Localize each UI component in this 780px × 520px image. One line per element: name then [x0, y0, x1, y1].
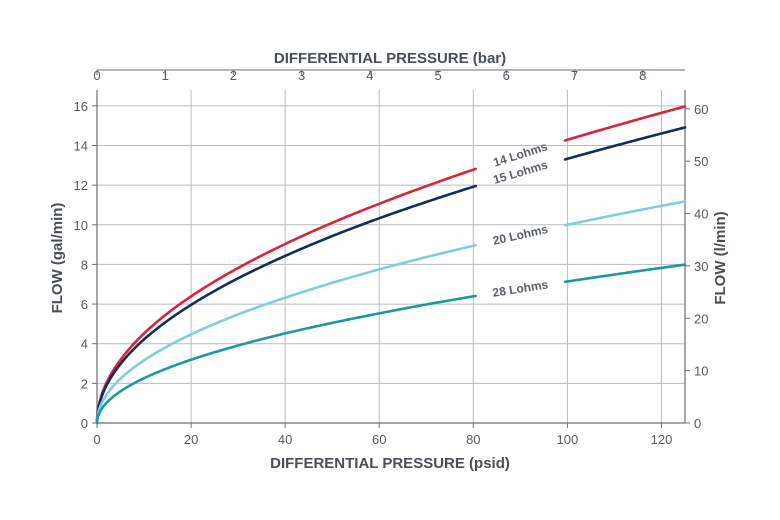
y2-tick-label: 50 [694, 154, 708, 169]
series-line-15-lohms [563, 126, 687, 161]
x2-tick-label: 5 [434, 68, 441, 83]
x2-tick-label: 6 [503, 68, 510, 83]
y-tick-label: 10 [74, 218, 88, 233]
x-tick-label: 80 [466, 432, 480, 447]
x-tick-label: 20 [184, 432, 198, 447]
grid [97, 90, 685, 423]
series-line-28-lohms [95, 294, 477, 425]
y-tick-label: 0 [81, 416, 88, 431]
x2-tick-label: 8 [639, 68, 646, 83]
x2-axis-title: DIFFERENTIAL PRESSURE (bar) [274, 50, 506, 67]
y-axis-left: 0 2 4 6 8 10 12 14 16 [74, 99, 97, 431]
series-line-20-lohms [95, 243, 477, 425]
y2-tick-label: 10 [694, 364, 708, 379]
y2-tick-label: 40 [694, 207, 708, 222]
series-line-28-lohms [563, 263, 687, 284]
x-tick-label: 0 [93, 432, 100, 447]
y2-tick-label: 60 [694, 102, 708, 117]
series-line-15-lohms [95, 184, 477, 425]
plot-frame [96, 69, 686, 424]
y-tick-label: 16 [74, 99, 88, 114]
x2-tick-label: 3 [298, 68, 305, 83]
y2-tick-label: 20 [694, 311, 708, 326]
y-tick-label: 4 [81, 337, 88, 352]
series-line-20-lohms [563, 200, 687, 227]
y-tick-label: 8 [81, 257, 88, 272]
y2-tick-label: 30 [694, 259, 708, 274]
x-axis-bottom: 0 20 40 60 80 100 120 [93, 423, 672, 447]
series-label-20-lohms: 20 Lohms [492, 222, 550, 248]
x-tick-label: 40 [278, 432, 292, 447]
y-tick-label: 2 [81, 376, 88, 391]
series-line-14-lohms [563, 105, 687, 142]
series-line-14-lohms [95, 167, 477, 425]
y-tick-label: 14 [74, 139, 88, 154]
x-tick-label: 60 [372, 432, 386, 447]
series-label-28-lohms: 28 Lohms [492, 277, 550, 300]
x-axis-title: DIFFERENTIAL PRESSURE (psid) [270, 455, 510, 472]
y2-axis-title: FLOW (l/min) [712, 211, 729, 304]
x2-tick-label: 2 [230, 68, 237, 83]
y-axis-right: 0 10 20 30 40 50 60 [685, 102, 708, 431]
x-tick-label: 120 [651, 432, 673, 447]
y-tick-label: 12 [74, 178, 88, 193]
y-tick-label: 6 [81, 297, 88, 312]
x2-tick-label: 0 [93, 68, 100, 83]
y2-tick-label: 0 [694, 416, 701, 431]
x-axis-top: 0 1 2 3 4 5 6 7 8 [93, 68, 646, 83]
x2-tick-label: 1 [162, 68, 169, 83]
x-tick-label: 100 [557, 432, 579, 447]
x2-tick-label: 7 [571, 68, 578, 83]
series-lines [95, 105, 687, 425]
x2-tick-label: 4 [366, 68, 373, 83]
y-axis-title: FLOW (gal/min) [49, 203, 66, 314]
